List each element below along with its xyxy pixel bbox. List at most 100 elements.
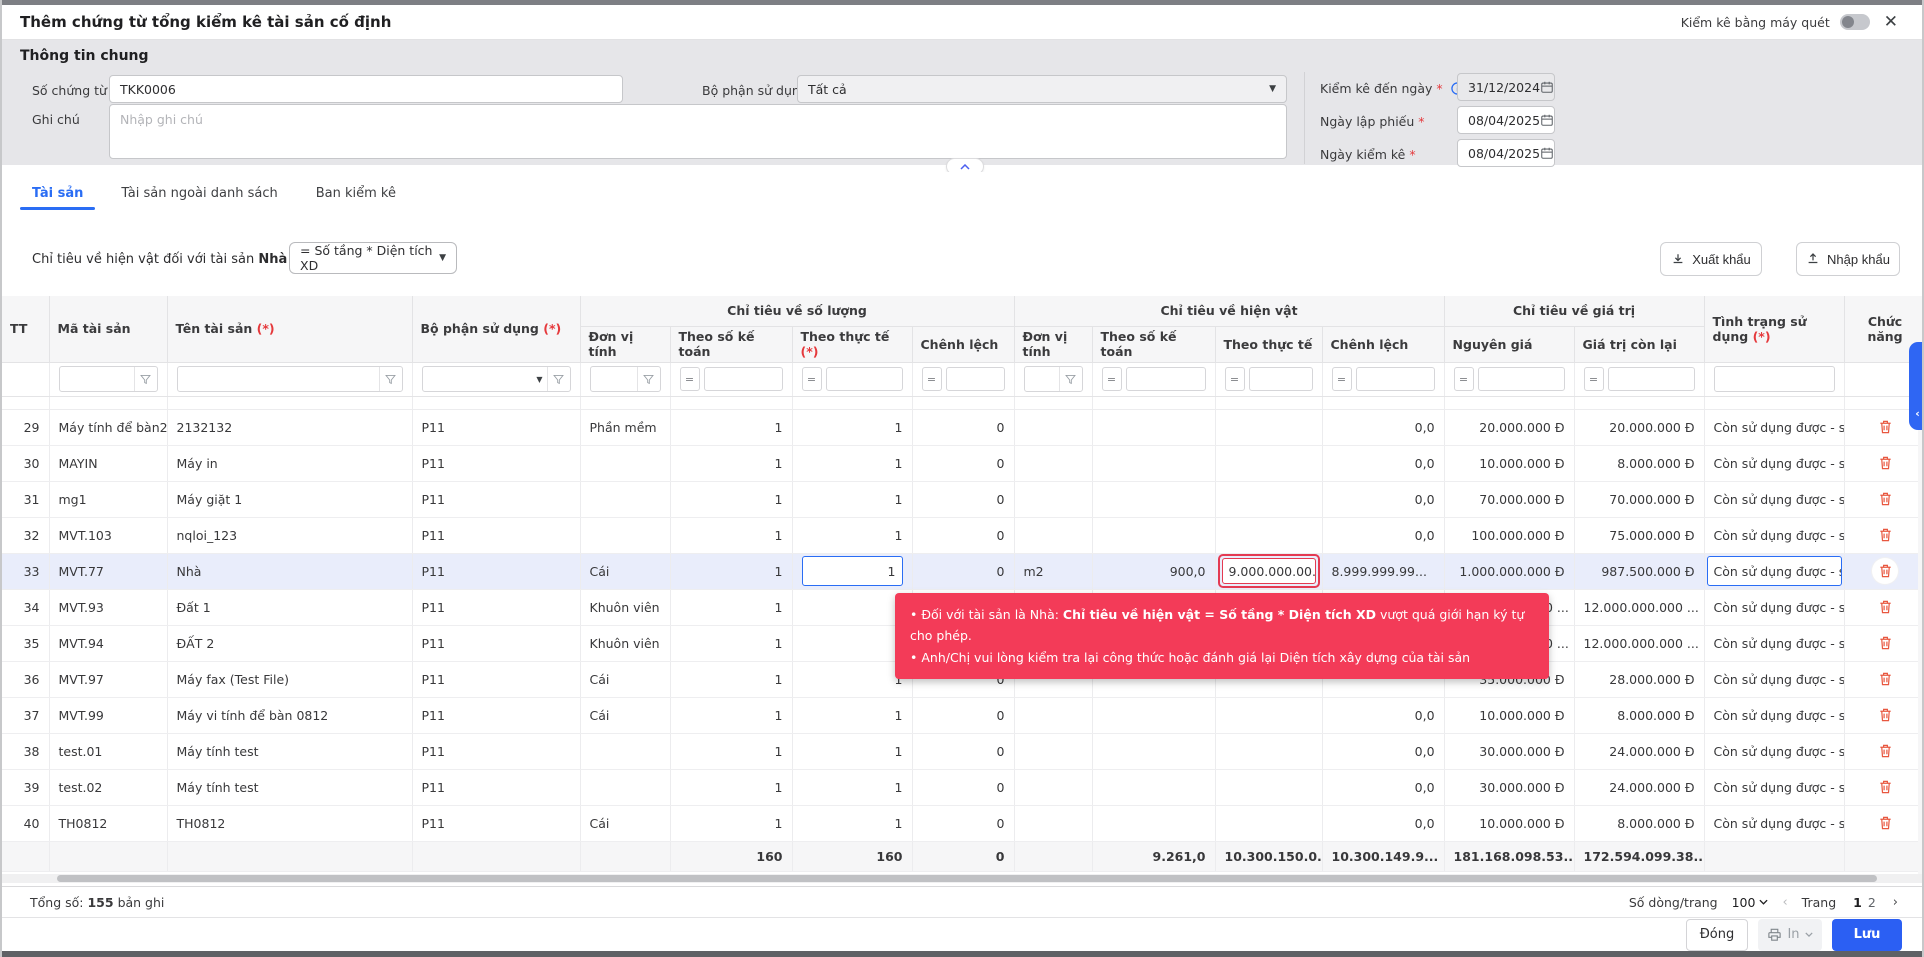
calendar-icon[interactable]	[1540, 113, 1554, 127]
filter-funnel-button[interactable]	[1058, 367, 1082, 391]
phy_actual-filter-input[interactable]	[1248, 367, 1313, 391]
status-filter-input[interactable]	[1714, 367, 1834, 391]
page-number-2[interactable]: 2	[1867, 894, 1876, 910]
cell-code: MVT.103	[49, 517, 168, 554]
cell-phy_unit	[1014, 733, 1093, 770]
next-page-button[interactable]: ›	[1892, 894, 1898, 910]
close-icon[interactable]: ✕	[1883, 11, 1898, 32]
calendar-icon[interactable]	[1540, 146, 1554, 160]
cell-qty_unit	[580, 769, 671, 806]
phy-actual-error-field[interactable]: 9.000.000.00...	[1217, 554, 1320, 588]
delete-row-button[interactable]	[1875, 668, 1896, 690]
col-header-phy_actual: Theo thực tế	[1215, 326, 1323, 363]
chevron-down-icon	[1759, 899, 1769, 905]
dept-filter-input[interactable]	[422, 367, 533, 391]
table-row[interactable]: 32 MVT.103 nqloi_123 P11 1 1 0 0,0 100.000.000 Đ…	[2, 517, 1922, 554]
cell-phy_actual	[1215, 481, 1323, 518]
delete-row-button[interactable]	[1875, 524, 1896, 546]
rows-per-page-select[interactable]: 100	[1732, 895, 1769, 910]
table-row[interactable]: 30 MAYIN Máy in P11 1 1 0 0,0 10.000.000 Đ 8.000.…	[2, 445, 1922, 482]
tab-3[interactable]: Ban kiểm kê	[315, 186, 396, 201]
filter-operator[interactable]: =	[1331, 367, 1352, 391]
export-button[interactable]: Xuất khẩu	[1660, 242, 1762, 276]
filter-operator[interactable]: =	[921, 367, 942, 391]
cell-qty_book: 1	[670, 409, 793, 446]
formula-select[interactable]: = Số tầng * Diện tích XD ▼	[289, 242, 457, 274]
filter-operator[interactable]: =	[1224, 367, 1245, 391]
qty_diff-filter-input[interactable]	[945, 367, 1005, 391]
expand-panel-flap[interactable]: ‹	[1909, 342, 1922, 430]
cell-status: Còn sử dụng được - sử dụ	[1704, 661, 1845, 698]
delete-row-button[interactable]	[1875, 452, 1896, 474]
import-button[interactable]: Nhập khẩu	[1796, 242, 1900, 276]
filter-funnel-button[interactable]	[378, 367, 402, 391]
calendar-icon[interactable]	[1540, 80, 1554, 94]
chevron-down-icon[interactable]: ▼	[536, 374, 543, 384]
table-row[interactable]: 38 test.01 Máy tính test P11 1 1 0 0,0 30.000.00…	[2, 733, 1922, 770]
qty_actual-filter-input[interactable]	[825, 367, 903, 391]
qty_book-filter-input[interactable]	[703, 367, 783, 391]
filter-operator[interactable]: =	[1583, 367, 1604, 391]
table-row[interactable]: 40 TH0812 TH0812 P11 Cái 1 1 0 0,0 10.000.000 Đ 8.…	[2, 805, 1922, 842]
close-button[interactable]: Đóng	[1686, 918, 1748, 951]
col-header-qty_diff: Chênh lệch	[912, 326, 1015, 363]
tab-2[interactable]: Tài sản ngoài danh sách	[121, 186, 278, 201]
status-select[interactable]: Còn sử dụng được - sử dụ	[1706, 556, 1842, 586]
department-select[interactable]: Tất cả ▼	[797, 75, 1287, 103]
scan-toggle[interactable]	[1839, 14, 1870, 30]
delete-row-button[interactable]	[1875, 704, 1896, 726]
cell-cost: 10.000.000 Đ	[1444, 805, 1575, 842]
table-row[interactable]: 29 Máy tính để bàn2 2132132 P11 Phần mềm 1 1 0 0…	[2, 409, 1922, 446]
delete-row-button[interactable]	[1875, 776, 1896, 798]
delete-row-button[interactable]	[1875, 488, 1896, 510]
print-button[interactable]: In	[1758, 918, 1822, 951]
qty_unit-filter-input[interactable]	[590, 367, 637, 391]
inventory-date-input[interactable]: 08/04/2025	[1457, 139, 1555, 167]
phy_unit-filter-input[interactable]	[1024, 367, 1059, 391]
filter-funnel-button[interactable]	[546, 367, 570, 391]
delete-row-button[interactable]	[1875, 812, 1896, 834]
save-button[interactable]: Lưu	[1832, 918, 1902, 951]
delete-row-button[interactable]	[1875, 416, 1896, 438]
scrollbar-thumb[interactable]	[57, 875, 1877, 882]
cell-dept: P11	[412, 661, 581, 698]
delete-row-button[interactable]	[1875, 740, 1896, 762]
validation-tooltip: • Đối với tài sản là Nhà: Chỉ tiêu về hi…	[895, 593, 1549, 679]
name-filter-input[interactable]	[177, 367, 379, 391]
filter-funnel-button[interactable]	[133, 367, 157, 391]
filter-operator[interactable]: =	[1453, 367, 1474, 391]
remaining-filter-input[interactable]	[1607, 367, 1695, 391]
vertical-scrollbar[interactable]	[1918, 296, 1922, 874]
code-filter-input[interactable]	[59, 367, 134, 391]
table-row[interactable]: 31 mg1 Máy giặt 1 P11 1 1 0 0,0 70.000.000 Đ 70.0…	[2, 481, 1922, 518]
table-row[interactable]: 39 test.02 Máy tính test P11 1 1 0 0,0 30.000.00…	[2, 769, 1922, 806]
filter-funnel-button[interactable]	[636, 367, 660, 391]
inventory-to-date-input[interactable]: 31/12/2024	[1457, 73, 1555, 101]
total-phy_book: 9.261,0	[1092, 840, 1216, 872]
table-row[interactable]: 37 MVT.99 Máy vi tính để bàn 0812 P11 Cái 1 1 0…	[2, 697, 1922, 734]
qty-actual-input[interactable]: 1	[801, 556, 903, 586]
horizontal-scrollbar[interactable]	[2, 874, 1922, 883]
prev-page-button[interactable]: ‹	[1782, 894, 1788, 910]
delete-row-button[interactable]	[1875, 632, 1896, 654]
phy_book-filter-input[interactable]	[1125, 367, 1206, 391]
filter-operator[interactable]: =	[1101, 367, 1122, 391]
tab-1[interactable]: Tài sản	[19, 186, 96, 210]
delete-row-button[interactable]	[1875, 596, 1896, 618]
filter-operator[interactable]: =	[801, 367, 822, 391]
page-number-1[interactable]: 1	[1853, 894, 1862, 910]
note-textarea[interactable]: Nhập ghi chú	[109, 104, 1287, 159]
cell-remaining: 12.000.000.000 ...	[1574, 589, 1705, 626]
delete-row-button[interactable]	[1872, 558, 1899, 584]
total-qty_diff: 0	[912, 840, 1015, 872]
table-row[interactable]: 33 MVT.77 Nhà P11 Cái 1 1 0 m2 900,0 9.000.000.00.…	[2, 553, 1922, 590]
cost-filter-input[interactable]	[1477, 367, 1565, 391]
cell-phy_diff: 0,0	[1322, 697, 1445, 734]
cell-name: Máy tính test	[167, 733, 413, 770]
filter-operator[interactable]: =	[679, 367, 700, 391]
phy_diff-filter-input[interactable]	[1355, 367, 1435, 391]
phy-actual-input[interactable]: 9.000.000.00...	[1221, 558, 1316, 584]
created-date-input[interactable]: 08/04/2025	[1457, 106, 1555, 134]
doc-no-input[interactable]: TKK0006	[109, 75, 623, 103]
col-header-phy_book: Theo số kế toán	[1092, 326, 1216, 363]
